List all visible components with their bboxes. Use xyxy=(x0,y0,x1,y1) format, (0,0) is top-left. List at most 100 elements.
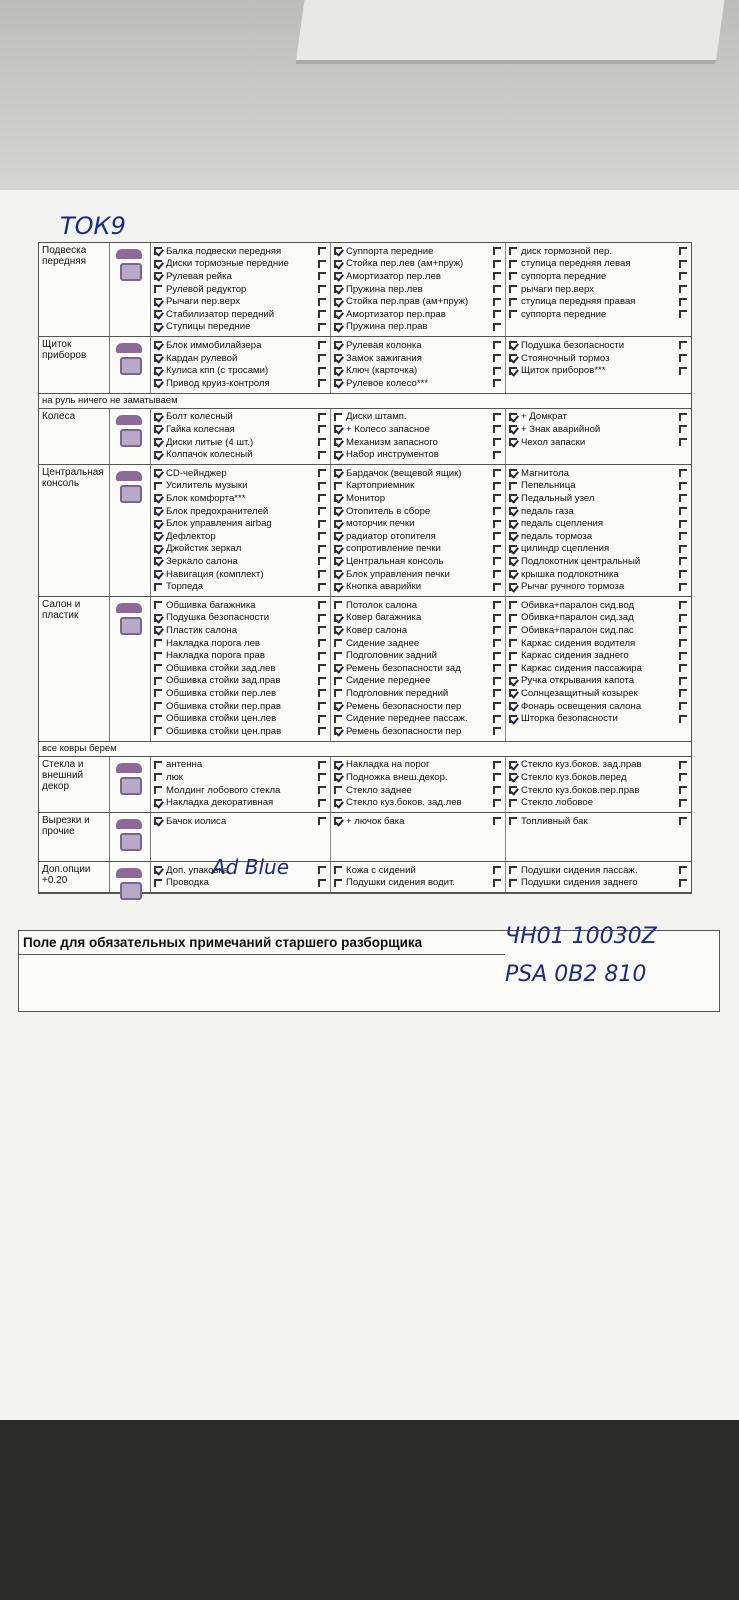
checkbox[interactable] xyxy=(509,247,517,256)
checkbox[interactable] xyxy=(154,676,162,685)
confirm-checkbox[interactable] xyxy=(493,702,501,711)
confirm-checkbox[interactable] xyxy=(493,613,501,622)
checkbox[interactable] xyxy=(509,866,517,875)
confirm-checkbox[interactable] xyxy=(679,469,687,478)
checkbox[interactable] xyxy=(334,247,342,256)
checkbox[interactable] xyxy=(509,773,517,782)
confirm-checkbox[interactable] xyxy=(318,727,326,736)
checkbox[interactable] xyxy=(154,310,162,319)
checkbox[interactable] xyxy=(509,664,517,673)
checkbox[interactable] xyxy=(334,664,342,673)
checkbox[interactable] xyxy=(334,322,342,331)
checkbox[interactable] xyxy=(334,676,342,685)
confirm-checkbox[interactable] xyxy=(318,272,326,281)
confirm-checkbox[interactable] xyxy=(318,310,326,319)
checkbox[interactable] xyxy=(154,689,162,698)
checkbox[interactable] xyxy=(154,613,162,622)
confirm-checkbox[interactable] xyxy=(493,507,501,516)
checkbox[interactable] xyxy=(334,544,342,553)
checkbox[interactable] xyxy=(154,786,162,795)
confirm-checkbox[interactable] xyxy=(318,760,326,769)
checkbox[interactable] xyxy=(334,798,342,807)
checkbox[interactable] xyxy=(509,557,517,566)
checkbox[interactable] xyxy=(154,714,162,723)
checkbox[interactable] xyxy=(509,366,517,375)
checkbox[interactable] xyxy=(154,651,162,660)
checkbox[interactable] xyxy=(154,341,162,350)
checkbox[interactable] xyxy=(154,664,162,673)
checkbox[interactable] xyxy=(334,727,342,736)
confirm-checkbox[interactable] xyxy=(493,798,501,807)
checkbox[interactable] xyxy=(154,544,162,553)
checkbox[interactable] xyxy=(334,702,342,711)
confirm-checkbox[interactable] xyxy=(493,519,501,528)
confirm-checkbox[interactable] xyxy=(318,557,326,566)
confirm-checkbox[interactable] xyxy=(493,664,501,673)
confirm-checkbox[interactable] xyxy=(679,494,687,503)
checkbox[interactable] xyxy=(509,438,517,447)
confirm-checkbox[interactable] xyxy=(318,676,326,685)
confirm-checkbox[interactable] xyxy=(493,557,501,566)
checkbox[interactable] xyxy=(509,469,517,478)
confirm-checkbox[interactable] xyxy=(318,247,326,256)
confirm-checkbox[interactable] xyxy=(318,285,326,294)
checkbox[interactable] xyxy=(509,878,517,887)
checkbox[interactable] xyxy=(509,760,517,769)
confirm-checkbox[interactable] xyxy=(679,676,687,685)
confirm-checkbox[interactable] xyxy=(318,412,326,421)
confirm-checkbox[interactable] xyxy=(679,259,687,268)
checkbox[interactable] xyxy=(334,450,342,459)
confirm-checkbox[interactable] xyxy=(679,613,687,622)
confirm-checkbox[interactable] xyxy=(679,297,687,306)
confirm-checkbox[interactable] xyxy=(493,322,501,331)
confirm-checkbox[interactable] xyxy=(318,259,326,268)
confirm-checkbox[interactable] xyxy=(318,438,326,447)
confirm-checkbox[interactable] xyxy=(493,544,501,553)
confirm-checkbox[interactable] xyxy=(493,412,501,421)
checkbox[interactable] xyxy=(154,507,162,516)
confirm-checkbox[interactable] xyxy=(318,366,326,375)
confirm-checkbox[interactable] xyxy=(318,469,326,478)
confirm-checkbox[interactable] xyxy=(493,878,501,887)
confirm-checkbox[interactable] xyxy=(318,786,326,795)
checkbox[interactable] xyxy=(509,544,517,553)
confirm-checkbox[interactable] xyxy=(679,570,687,579)
confirm-checkbox[interactable] xyxy=(493,570,501,579)
confirm-checkbox[interactable] xyxy=(318,297,326,306)
confirm-checkbox[interactable] xyxy=(679,702,687,711)
confirm-checkbox[interactable] xyxy=(679,507,687,516)
confirm-checkbox[interactable] xyxy=(679,601,687,610)
confirm-checkbox[interactable] xyxy=(679,519,687,528)
checkbox[interactable] xyxy=(154,247,162,256)
confirm-checkbox[interactable] xyxy=(493,760,501,769)
checkbox[interactable] xyxy=(334,481,342,490)
checkbox[interactable] xyxy=(509,582,517,591)
checkbox[interactable] xyxy=(334,582,342,591)
confirm-checkbox[interactable] xyxy=(679,341,687,350)
confirm-checkbox[interactable] xyxy=(493,247,501,256)
confirm-checkbox[interactable] xyxy=(493,341,501,350)
confirm-checkbox[interactable] xyxy=(318,519,326,528)
checkbox[interactable] xyxy=(509,676,517,685)
confirm-checkbox[interactable] xyxy=(493,494,501,503)
confirm-checkbox[interactable] xyxy=(318,702,326,711)
checkbox[interactable] xyxy=(154,702,162,711)
confirm-checkbox[interactable] xyxy=(679,866,687,875)
confirm-checkbox[interactable] xyxy=(318,878,326,887)
confirm-checkbox[interactable] xyxy=(679,786,687,795)
checkbox[interactable] xyxy=(509,689,517,698)
confirm-checkbox[interactable] xyxy=(493,773,501,782)
confirm-checkbox[interactable] xyxy=(318,494,326,503)
confirm-checkbox[interactable] xyxy=(493,786,501,795)
checkbox[interactable] xyxy=(509,817,517,826)
checkbox[interactable] xyxy=(509,570,517,579)
checkbox[interactable] xyxy=(509,613,517,622)
checkbox[interactable] xyxy=(154,412,162,421)
checkbox[interactable] xyxy=(334,626,342,635)
confirm-checkbox[interactable] xyxy=(318,481,326,490)
checkbox[interactable] xyxy=(334,817,342,826)
checkbox[interactable] xyxy=(154,601,162,610)
checkbox[interactable] xyxy=(154,557,162,566)
confirm-checkbox[interactable] xyxy=(493,626,501,635)
checkbox[interactable] xyxy=(334,601,342,610)
